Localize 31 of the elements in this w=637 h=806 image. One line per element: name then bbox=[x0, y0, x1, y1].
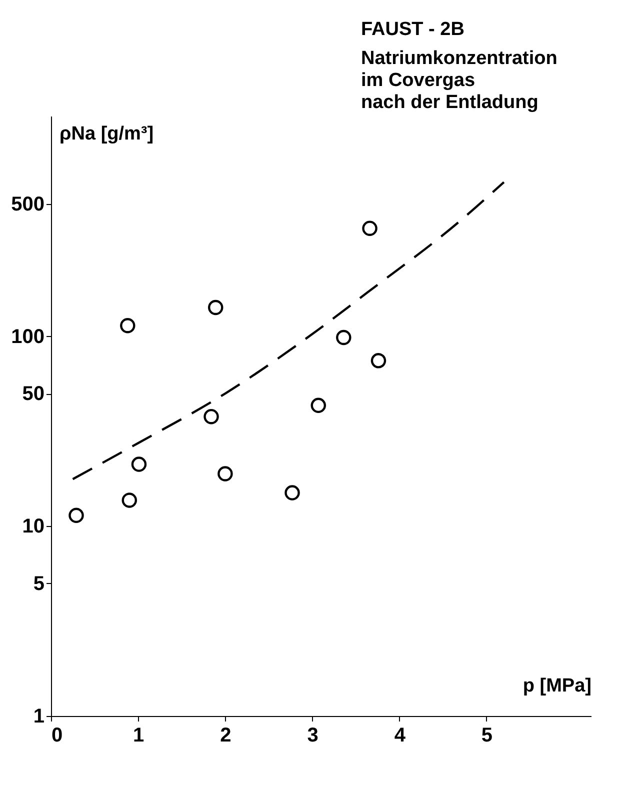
y-axis-title: ρNa [g/m³] bbox=[60, 124, 154, 144]
y-tick-label: 500 bbox=[11, 193, 44, 216]
point bbox=[362, 220, 378, 236]
y-tick-label: 10 bbox=[22, 516, 44, 538]
x-axis-title: p [MPa] bbox=[522, 676, 592, 696]
point bbox=[218, 466, 233, 482]
x-tick-label: 4 bbox=[394, 724, 406, 746]
x-tick-label: 1 bbox=[133, 724, 144, 746]
point bbox=[204, 409, 219, 424]
point bbox=[131, 456, 147, 472]
text: Natriumkonzentration bbox=[361, 48, 558, 69]
x-tick-label: 3 bbox=[307, 724, 318, 746]
text: nach der Entladung bbox=[361, 92, 538, 113]
point bbox=[370, 353, 386, 368]
point bbox=[208, 300, 224, 316]
chart-title: FAUST - 2B bbox=[361, 19, 464, 40]
y-tick-label: 50 bbox=[22, 383, 44, 406]
point bbox=[336, 330, 352, 346]
point bbox=[120, 318, 136, 334]
y-tick-label: 100 bbox=[11, 326, 44, 348]
point bbox=[284, 485, 300, 500]
point bbox=[310, 398, 326, 414]
text: im Covergas bbox=[361, 70, 476, 91]
x-tick-label: 0 bbox=[52, 724, 63, 746]
y-tick-label: 5 bbox=[33, 572, 44, 595]
point bbox=[122, 492, 138, 508]
x-tick-label: 2 bbox=[220, 724, 232, 746]
y-tick-label: 1 bbox=[33, 706, 44, 728]
x-tick-label: 5 bbox=[481, 724, 493, 746]
point bbox=[68, 508, 84, 524]
line-series bbox=[72, 181, 506, 480]
